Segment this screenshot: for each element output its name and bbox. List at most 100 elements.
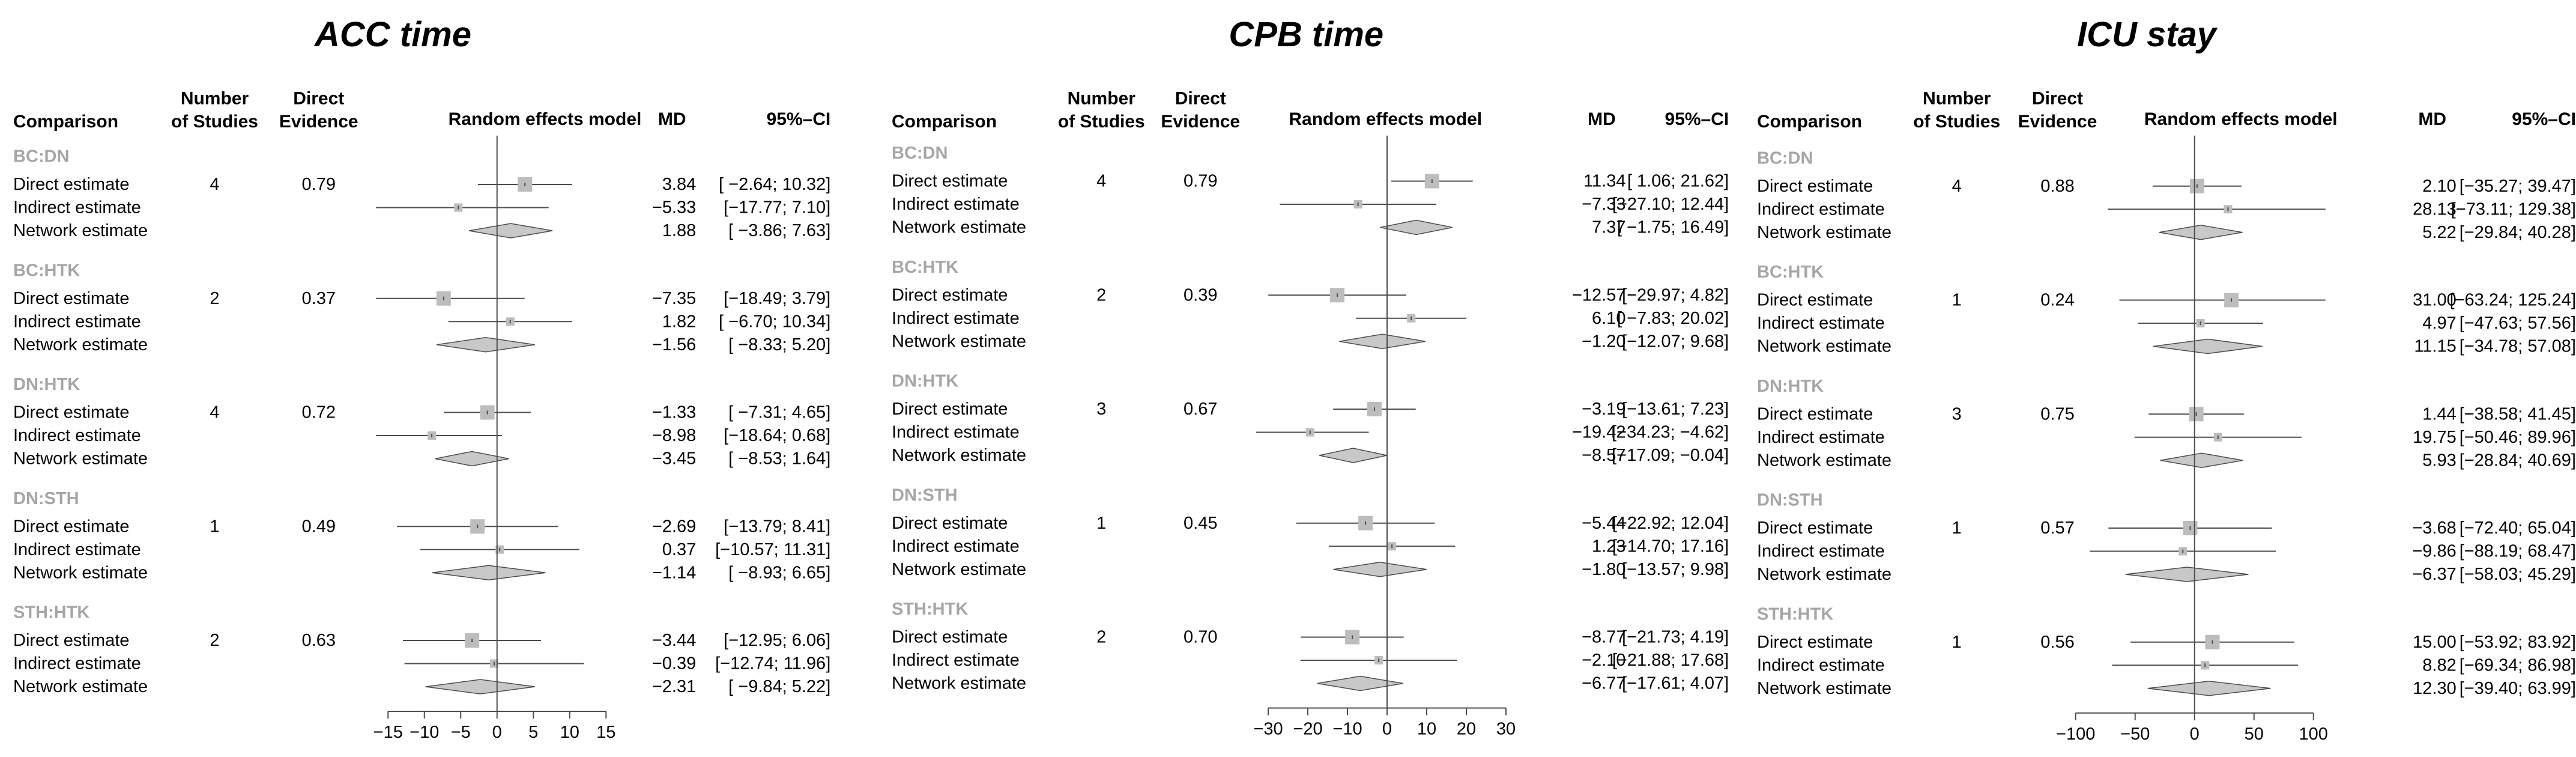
- md-value: 28.13: [2413, 199, 2457, 219]
- x-axis-tick-label: −20: [1293, 720, 1322, 739]
- ci-value: [−69.34; 86.98]: [2460, 655, 2576, 675]
- md-value: 11.15: [2414, 337, 2456, 356]
- md-value: −5.44: [1582, 514, 1625, 533]
- x-axis-tick-label: 0: [2190, 725, 2200, 744]
- md-header: MD: [1588, 109, 1616, 129]
- direct-evidence-header-line1: Direct: [1175, 88, 1226, 108]
- md-value: 5.93: [2422, 451, 2456, 470]
- md-value: −6.37: [2412, 565, 2456, 584]
- studies-header-line2: of Studies: [1913, 112, 2000, 132]
- ci-value: [−18.64; 0.68]: [724, 426, 830, 445]
- md-value: −3.19: [1582, 400, 1625, 419]
- group-label: DN:HTK: [1757, 377, 1824, 396]
- ci-header: 95%–CI: [767, 109, 831, 129]
- md-value: 7.37: [1592, 218, 1625, 237]
- estimate-label: Network estimate: [892, 218, 1026, 237]
- number-of-studies: 1: [1952, 518, 1962, 538]
- md-value: −1.56: [652, 335, 696, 354]
- group-label: STH:HTK: [892, 600, 968, 619]
- group-label: BC:HTK: [1757, 263, 1824, 282]
- ci-value: [−38.58; 41.45]: [2460, 404, 2576, 424]
- ci-value: [−39.40; 63.99]: [2460, 679, 2576, 698]
- x-axis-tick-label: −5: [451, 723, 471, 742]
- group-label: BC:DN: [13, 147, 69, 166]
- direct-evidence: 0.72: [302, 403, 336, 422]
- md-value: −3.45: [652, 449, 696, 469]
- network-estimate-diamond: [1380, 219, 1453, 236]
- ci-value: [−17.09; −0.04]: [1612, 446, 1729, 465]
- comparison-header: Comparison: [13, 112, 118, 132]
- estimate-label: Indirect estimate: [13, 198, 141, 217]
- estimate-label: Indirect estimate: [1757, 542, 1885, 561]
- direct-evidence: 0.39: [1184, 285, 1217, 305]
- model-header: Random effects model: [1289, 109, 1482, 129]
- number-of-studies: 3: [1952, 404, 1962, 424]
- panel-title: CPB time: [1229, 15, 1383, 54]
- estimate-label: Indirect estimate: [892, 195, 1020, 214]
- model-header: Random effects model: [449, 109, 642, 129]
- ci-value: [−17.77; 7.10]: [724, 198, 830, 217]
- network-estimate-diamond: [432, 565, 546, 581]
- estimate-label: Network estimate: [892, 446, 1026, 465]
- x-axis-tick-label: −15: [373, 723, 403, 742]
- md-value: 15.00: [2413, 633, 2457, 652]
- group-label: DN:HTK: [13, 375, 80, 394]
- estimate-label: Network estimate: [13, 335, 148, 354]
- ci-value: [−12.95; 6.06]: [724, 631, 830, 650]
- x-axis-tick-label: 30: [1496, 720, 1516, 739]
- direct-evidence: 0.70: [1184, 628, 1217, 647]
- x-axis-tick-label: 0: [492, 723, 502, 742]
- forest-panel-3: ICU stay Comparison Number of Studies Direct…: [1757, 15, 2576, 744]
- md-value: −1.14: [652, 563, 696, 582]
- direct-evidence: 0.88: [2040, 177, 2074, 196]
- x-axis-tick-label: 10: [560, 723, 579, 742]
- forest-panel-1: ACC time Comparison Number of Studies Direct…: [13, 15, 830, 742]
- direct-evidence-header: Direct Evidence: [279, 88, 358, 132]
- direct-evidence-header: Direct Evidence: [2018, 88, 2097, 132]
- ci-value: [−34.23; −4.62]: [1612, 423, 1729, 442]
- estimate-label: Network estimate: [1757, 337, 1891, 356]
- ci-value: [ −8.53; 1.64]: [728, 449, 830, 469]
- ci-value: [−21.73; 4.19]: [1622, 628, 1729, 647]
- estimate-label: Direct estimate: [13, 175, 129, 194]
- md-value: 1.82: [662, 312, 696, 331]
- ci-value: [ −2.64; 10.32]: [719, 175, 830, 194]
- x-axis-tick-label: 20: [1457, 720, 1476, 739]
- md-header: MD: [658, 109, 686, 129]
- estimate-label: Direct estimate: [892, 514, 1008, 533]
- direct-evidence: 0.75: [2040, 404, 2074, 424]
- md-value: −1.80: [1582, 560, 1625, 579]
- ci-header: 95%–CI: [1665, 109, 1729, 129]
- number-of-studies: 2: [1096, 628, 1106, 647]
- network-estimate-diamond: [2147, 680, 2271, 696]
- ci-value: [−88.19; 68.47]: [2460, 542, 2576, 561]
- x-axis-tick-label: 5: [528, 723, 538, 742]
- estimate-label: Direct estimate: [892, 628, 1008, 647]
- md-value: −19.42: [1572, 423, 1626, 442]
- direct-evidence-header-line1: Direct: [293, 88, 344, 108]
- panel-title: ICU stay: [2077, 15, 2218, 54]
- panel-title: ACC time: [313, 15, 471, 54]
- ci-value: [ −7.31; 4.65]: [728, 403, 830, 422]
- number-of-studies: 1: [1952, 291, 1962, 310]
- estimate-label: Network estimate: [1757, 565, 1891, 584]
- number-of-studies: 2: [210, 631, 219, 650]
- md-value: −12.57: [1572, 285, 1626, 305]
- x-axis-tick-label: −50: [2120, 725, 2150, 744]
- x-axis-tick-label: −10: [410, 723, 439, 742]
- estimate-label: Indirect estimate: [1757, 199, 1885, 219]
- studies-header-line1: Number: [181, 88, 249, 108]
- direct-evidence-header-line2: Evidence: [2018, 112, 2097, 132]
- x-axis-tick-label: 100: [2299, 725, 2328, 744]
- number-of-studies: 4: [210, 403, 219, 422]
- direct-evidence: 0.79: [302, 175, 336, 194]
- number-of-studies: 4: [210, 175, 219, 194]
- direct-evidence: 0.56: [2040, 633, 2074, 652]
- group-label: DN:STH: [892, 485, 958, 505]
- estimate-label: Indirect estimate: [892, 309, 1020, 328]
- ci-value: [−18.49; 3.79]: [724, 289, 830, 308]
- network-estimate-diamond: [2153, 338, 2263, 354]
- estimate-label: Indirect estimate: [892, 423, 1020, 442]
- ci-value: [−10.57; 11.31]: [715, 540, 830, 559]
- number-of-studies: 2: [1096, 285, 1106, 305]
